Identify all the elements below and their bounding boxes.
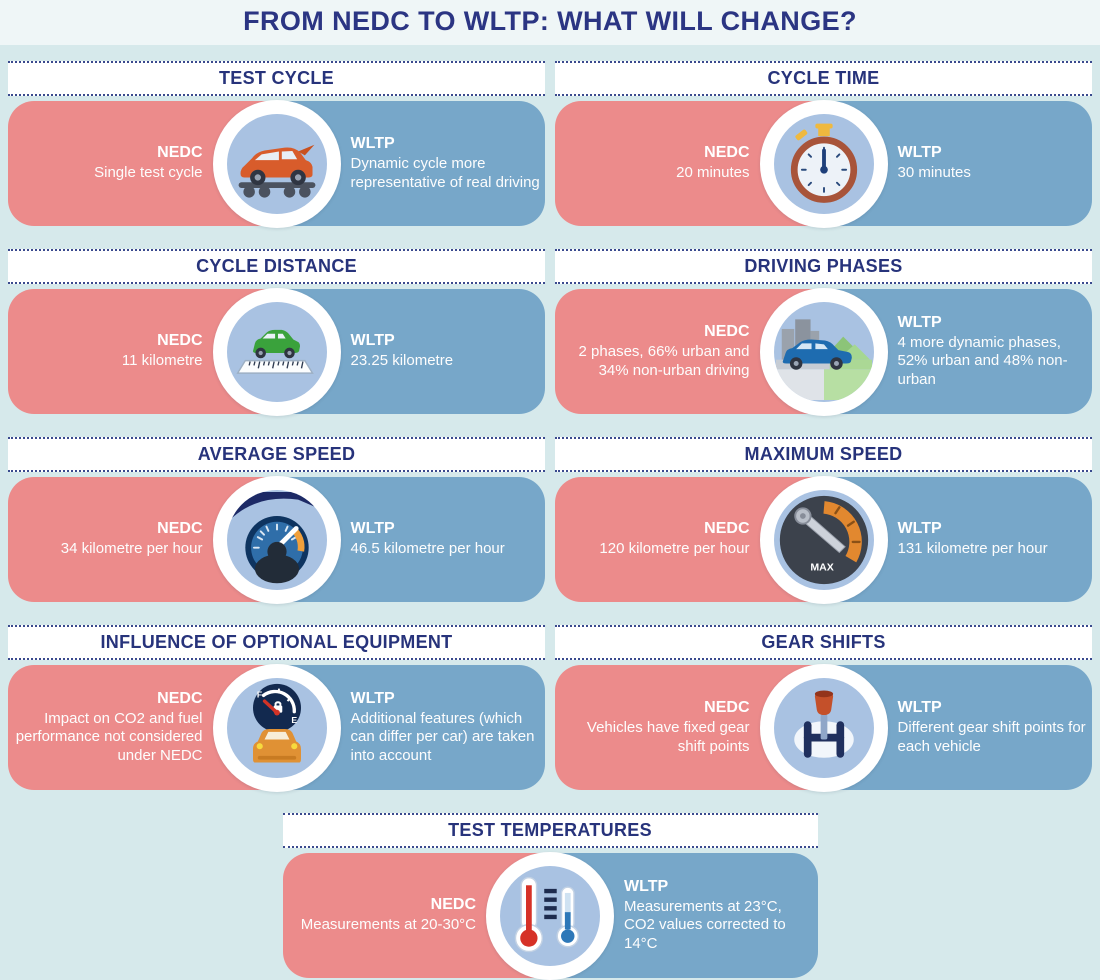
card-icon-circle [212,99,341,228]
wltp-label: WLTP [624,878,669,896]
card-body: NEDC Impact on CO2 and fuel performance … [8,663,545,792]
wltp-description: 131 kilometre per hour [897,540,1048,558]
card-body: NEDC Measurements at 20-30°C [282,851,818,980]
wltp-label: WLTP [350,690,395,708]
wltp-label: WLTP [350,520,395,538]
title-band: FROM NEDC TO WLTP: WHAT WILL CHANGE? [0,0,1100,45]
card-optional-equipment: INFLUENCE OF OPTIONAL EQUIPMENT NEDC Imp… [8,625,545,792]
wltp-label: WLTP [897,520,942,538]
nedc-label: NEDC [157,144,203,162]
card-header: DRIVING PHASES [555,249,1092,284]
card-title: DRIVING PHASES [744,256,903,276]
card-title: TEST TEMPERATURES [448,820,652,840]
wltp-description: 30 minutes [897,164,971,182]
card-test-temperatures: TEST TEMPERATURES NEDC Measurements at 2… [282,813,818,980]
card-header: CYCLE DISTANCE [8,249,545,284]
card-test-cycle: TEST CYCLE NEDC Single test cycle [8,61,545,228]
speedometer-max-icon: MAX [773,489,874,590]
wltp-description: Dynamic cycle more representative of rea… [350,155,540,191]
card-icon-circle [759,663,888,792]
card-header: AVERAGE SPEED [8,437,545,472]
nedc-label: NEDC [430,896,476,914]
wltp-label: WLTP [350,135,395,153]
nedc-label: NEDC [704,699,750,717]
stopwatch-icon [773,113,874,214]
thermometers-icon [500,865,600,966]
nedc-description: 11 kilometre [121,352,203,370]
car-on-rollers-icon [226,113,327,214]
nedc-label: NEDC [157,332,203,350]
wltp-description: Additional features (which can differ pe… [350,710,535,764]
card-title: AVERAGE SPEED [197,444,356,464]
card-header: TEST CYCLE [8,61,545,96]
card-title: CYCLE TIME [767,68,880,88]
wltp-description: 4 more dynamic phases, 52% urban and 48%… [897,334,1068,388]
card-average-speed: AVERAGE SPEED NEDC 34 kilometre per hour [8,437,545,604]
wltp-label: WLTP [897,144,942,162]
nedc-description: Vehicles have fixed gear shift points [586,719,750,755]
nedc-description: Single test cycle [94,164,203,182]
nedc-description: 120 kilometre per hour [599,540,750,558]
wltp-label: WLTP [897,314,942,332]
card-header: GEAR SHIFTS [555,625,1092,660]
card-body: NEDC Vehicles have fixed gear shift poin… [555,663,1092,792]
wltp-description: Different gear shift points for each veh… [897,719,1086,755]
card-header: MAXIMUM SPEED [555,437,1092,472]
nedc-description: Measurements at 20-30°C [300,916,476,934]
cards-grid: TEST CYCLE NEDC Single test cycle [0,45,1100,980]
nedc-label: NEDC [704,144,750,162]
card-body: NEDC 34 kilometre per hour [8,475,545,604]
card-title: GEAR SHIFTS [761,632,886,652]
card-cycle-time: CYCLE TIME NEDC 20 minutes [555,61,1092,228]
nedc-label: NEDC [704,323,750,341]
car-on-ruler-icon [226,301,327,402]
card-title: CYCLE DISTANCE [196,256,357,276]
card-header: TEST TEMPERATURES [282,813,818,848]
card-body: NEDC Single test cycle [8,99,545,228]
fuel-empty-label: E [291,715,297,725]
nedc-description: Impact on CO2 and fuel performance not c… [15,710,203,764]
card-icon-circle [759,99,888,228]
max-gauge-label: MAX [810,561,833,573]
card-cycle-distance: CYCLE DISTANCE NEDC 11 kilometre [8,249,545,416]
wltp-label: WLTP [350,332,395,350]
card-maximum-speed: MAXIMUM SPEED NEDC 120 kilometre per hou… [555,437,1092,604]
car-city-country-icon [773,301,874,402]
wltp-label: WLTP [897,699,942,717]
card-gear-shifts: GEAR SHIFTS NEDC Vehicles have fixed gea… [555,625,1092,792]
card-icon-circle [212,475,341,604]
nedc-description: 20 minutes [676,164,750,182]
card-icon-circle: F E [212,663,341,792]
fuel-gauge-car-icon: F E [226,677,327,778]
card-icon-circle: MAX [759,475,888,604]
gear-shift-icon [773,677,874,778]
nedc-description: 34 kilometre per hour [60,540,203,558]
wltp-description: Measurements at 23°C, CO2 values correct… [624,898,786,952]
card-header: CYCLE TIME [555,61,1092,96]
speedometer-icon [226,489,327,590]
card-body: NEDC 11 kilometre [8,287,545,416]
card-icon-circle [212,287,341,416]
card-title: MAXIMUM SPEED [744,444,903,464]
nedc-description: 2 phases, 66% urban and 34% non-urban dr… [578,343,750,379]
nedc-label: NEDC [157,520,203,538]
card-title: INFLUENCE OF OPTIONAL EQUIPMENT [100,632,453,652]
card-header: INFLUENCE OF OPTIONAL EQUIPMENT [8,625,545,660]
card-driving-phases: DRIVING PHASES NEDC 2 phases, 66% urban … [555,249,1092,416]
card-title: TEST CYCLE [218,68,334,88]
fuel-full-label: F [256,689,261,699]
card-icon-circle [759,287,888,416]
card-icon-circle [486,851,614,980]
nedc-label: NEDC [157,690,203,708]
wltp-description: 46.5 kilometre per hour [350,540,505,558]
card-body: NEDC 2 phases, 66% urban and 34% non-urb… [555,287,1092,416]
page-title: FROM NEDC TO WLTP: WHAT WILL CHANGE? [243,6,857,36]
card-body: NEDC 120 kilometre per hour [555,475,1092,604]
card-body: NEDC 20 minutes [555,99,1092,228]
wltp-description: 23.25 kilometre [350,352,454,370]
nedc-label: NEDC [704,520,750,538]
